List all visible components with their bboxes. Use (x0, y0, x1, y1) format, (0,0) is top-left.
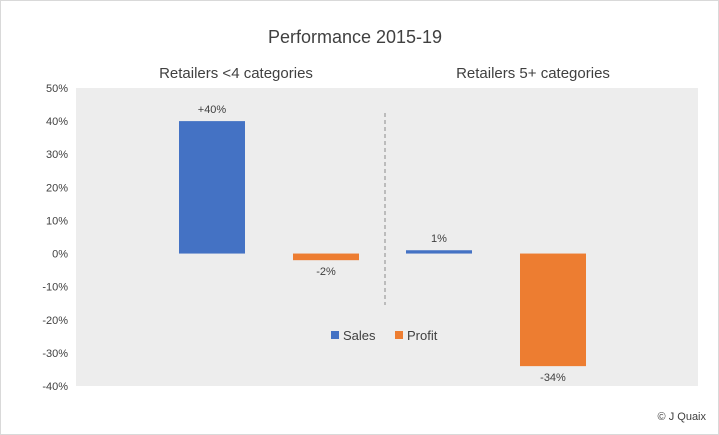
group-title-left: Retailers <4 categories (159, 65, 313, 82)
legend-swatch-sales (331, 331, 339, 339)
y-tick-label: -30% (42, 348, 68, 360)
y-tick-label: -10% (42, 282, 68, 294)
y-tick-label: 10% (46, 215, 68, 227)
chart-title: Performance 2015-19 (268, 27, 442, 47)
legend-label-profit: Profit (407, 328, 438, 343)
y-tick-label: 30% (46, 149, 68, 161)
y-tick-label: -20% (42, 315, 68, 327)
data-label-profit-1: -2% (316, 266, 336, 278)
legend-swatch-profit (395, 331, 403, 339)
data-labels: +40% 1% -2% -34% (198, 104, 566, 384)
group-title-right: Retailers 5+ categories (456, 65, 610, 82)
y-tick-label: 50% (46, 83, 68, 95)
bar-profit-2 (520, 253, 586, 367)
legend: Sales Profit (331, 328, 438, 343)
y-tick-label: 0% (52, 249, 68, 261)
credit-text: © J Quaix (658, 411, 707, 423)
data-label-sales-2: 1% (431, 233, 447, 245)
data-label-sales-1: +40% (198, 104, 227, 116)
y-tick-label: 40% (46, 116, 68, 128)
bar-sales-2 (406, 250, 472, 254)
legend-label-sales: Sales (343, 328, 376, 343)
y-tick-label: -40% (42, 381, 68, 393)
bar-profit-1 (293, 253, 359, 261)
plot-area (76, 88, 698, 386)
y-axis-ticks: 50% 40% 30% 20% 10% 0% -10% -20% -30% -40% (42, 83, 68, 393)
bar-sales-1 (179, 121, 245, 254)
data-label-profit-2: -34% (540, 372, 566, 384)
bars (179, 121, 586, 367)
y-tick-label: 20% (46, 182, 68, 194)
